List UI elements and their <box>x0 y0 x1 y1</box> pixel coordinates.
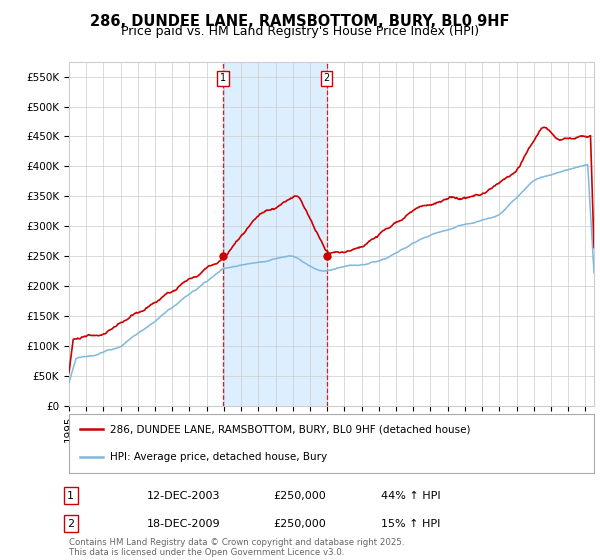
Bar <box>223 62 326 406</box>
Text: 12-DEC-2003: 12-DEC-2003 <box>147 491 221 501</box>
Text: £250,000: £250,000 <box>273 519 326 529</box>
Text: 1: 1 <box>67 491 74 501</box>
Text: HPI: Average price, detached house, Bury: HPI: Average price, detached house, Bury <box>110 452 327 463</box>
Text: 44% ↑ HPI: 44% ↑ HPI <box>381 491 440 501</box>
Text: 286, DUNDEE LANE, RAMSBOTTOM, BURY, BL0 9HF: 286, DUNDEE LANE, RAMSBOTTOM, BURY, BL0 … <box>90 14 510 29</box>
Text: 286, DUNDEE LANE, RAMSBOTTOM, BURY, BL0 9HF (detached house): 286, DUNDEE LANE, RAMSBOTTOM, BURY, BL0 … <box>110 424 470 435</box>
Text: 2: 2 <box>67 519 74 529</box>
Text: £250,000: £250,000 <box>273 491 326 501</box>
Text: 18-DEC-2009: 18-DEC-2009 <box>147 519 221 529</box>
Text: 15% ↑ HPI: 15% ↑ HPI <box>381 519 440 529</box>
Text: 1: 1 <box>220 73 226 83</box>
Text: Contains HM Land Registry data © Crown copyright and database right 2025.
This d: Contains HM Land Registry data © Crown c… <box>69 538 404 557</box>
Text: Price paid vs. HM Land Registry's House Price Index (HPI): Price paid vs. HM Land Registry's House … <box>121 25 479 38</box>
Text: 2: 2 <box>323 73 329 83</box>
